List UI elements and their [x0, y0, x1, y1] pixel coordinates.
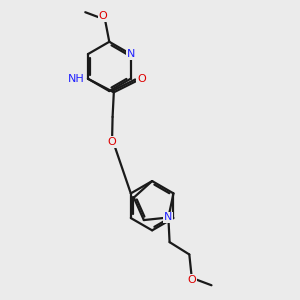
- Text: O: O: [137, 74, 146, 84]
- Text: N: N: [126, 49, 135, 59]
- Text: N: N: [164, 212, 172, 223]
- Text: NH: NH: [68, 74, 85, 84]
- Text: O: O: [108, 137, 116, 147]
- Text: O: O: [98, 11, 107, 21]
- Text: O: O: [188, 275, 196, 285]
